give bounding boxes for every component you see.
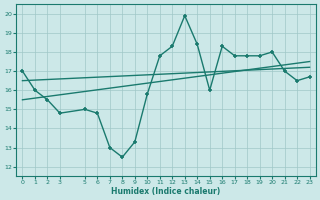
X-axis label: Humidex (Indice chaleur): Humidex (Indice chaleur) [111,187,221,196]
